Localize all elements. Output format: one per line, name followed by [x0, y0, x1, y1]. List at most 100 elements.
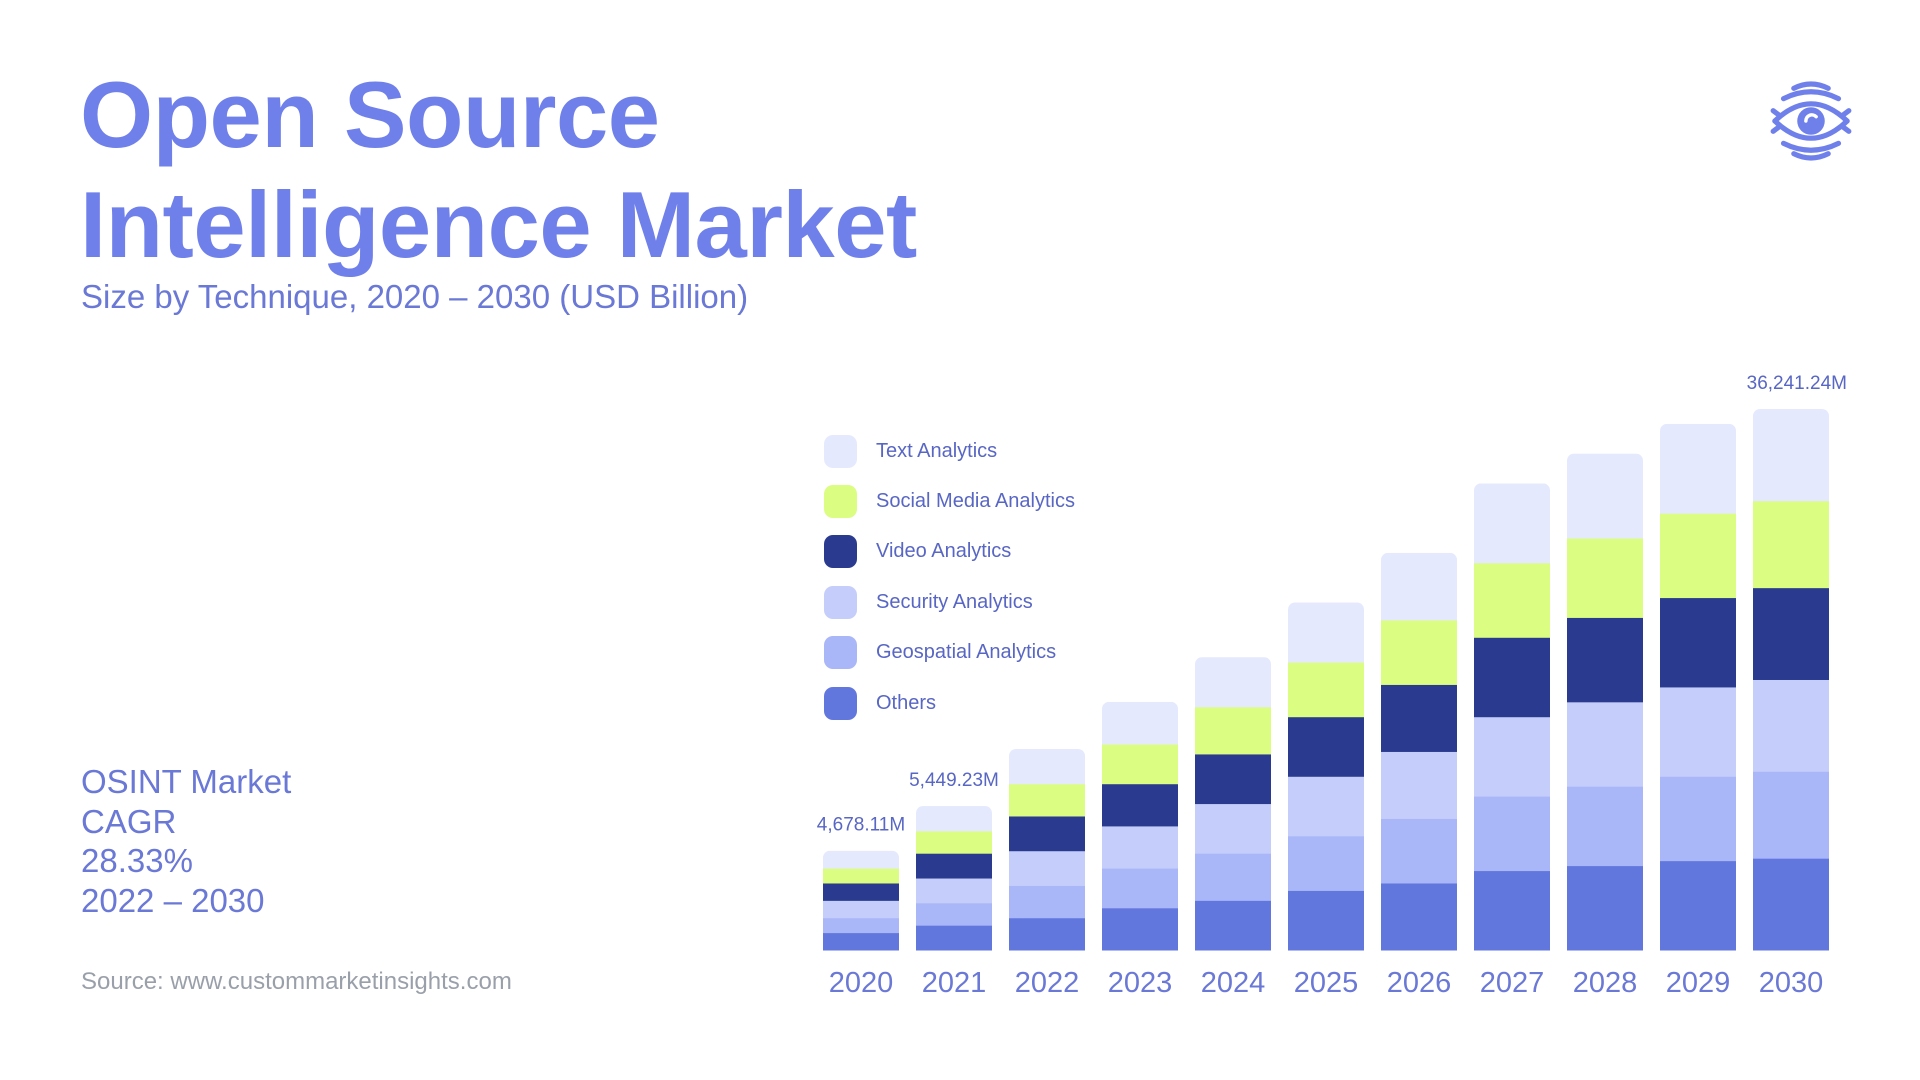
- bar-2026-text-analytics[interactable]: [1381, 552, 1457, 621]
- bar-2022-social-media-analytics[interactable]: [1009, 783, 1085, 817]
- bar-2030-social-media-analytics[interactable]: [1753, 500, 1829, 589]
- bar-2023-social-media-analytics[interactable]: [1102, 744, 1178, 785]
- bar-stack-2027: [1474, 483, 1550, 951]
- bar-2027-geospatial-analytics[interactable]: [1474, 796, 1550, 872]
- bar-2027-video-analytics[interactable]: [1474, 637, 1550, 718]
- bar-2028-security-analytics[interactable]: [1567, 701, 1643, 787]
- x-tick-label: 2023: [1108, 967, 1173, 999]
- x-tick-label: 2024: [1201, 967, 1266, 999]
- bar-2020-others[interactable]: [823, 932, 899, 951]
- bar-2028-geospatial-analytics[interactable]: [1567, 786, 1643, 867]
- bar-2023-others[interactable]: [1102, 907, 1178, 951]
- bar-2025-others[interactable]: [1288, 890, 1364, 951]
- bar-2024-security-analytics[interactable]: [1195, 803, 1271, 854]
- bar-2020-security-analytics[interactable]: [823, 900, 899, 919]
- bar-2024-geospatial-analytics[interactable]: [1195, 853, 1271, 901]
- bar-2022-video-analytics[interactable]: [1009, 815, 1085, 852]
- bar-stack-2022: [1009, 748, 1085, 951]
- bar-stack-2023: [1102, 701, 1178, 951]
- bar-2029-text-analytics[interactable]: [1660, 423, 1736, 514]
- bar-2027-others[interactable]: [1474, 870, 1550, 951]
- bar-2025-text-analytics[interactable]: [1288, 602, 1364, 663]
- cagr-value: 28.33%: [81, 842, 193, 879]
- bar-2022-geospatial-analytics[interactable]: [1009, 885, 1085, 919]
- bar-2021-video-analytics[interactable]: [916, 853, 992, 879]
- bar-2021-security-analytics[interactable]: [916, 878, 992, 904]
- x-tick-label: 2020: [829, 967, 894, 999]
- bar-2029-security-analytics[interactable]: [1660, 686, 1736, 777]
- bar-2028-text-analytics[interactable]: [1567, 453, 1643, 539]
- bar-2020-social-media-analytics[interactable]: [823, 868, 899, 884]
- bar-2029-social-media-analytics[interactable]: [1660, 513, 1736, 599]
- legend-item-geospatial-analytics[interactable]: Geospatial Analytics: [824, 628, 1075, 678]
- bar-2030-text-analytics[interactable]: [1753, 408, 1829, 502]
- bar-2026-geospatial-analytics[interactable]: [1381, 818, 1457, 884]
- data-label-2020: 4,678.11M: [817, 815, 905, 836]
- bar-2025-video-analytics[interactable]: [1288, 716, 1364, 777]
- bar-2026-security-analytics[interactable]: [1381, 751, 1457, 819]
- bar-2023-video-analytics[interactable]: [1102, 783, 1178, 827]
- bar-2030-video-analytics[interactable]: [1753, 587, 1829, 680]
- x-tick-label: 2030: [1759, 967, 1824, 999]
- title-line-1: Open Source: [80, 62, 660, 167]
- bar-2024-social-media-analytics[interactable]: [1195, 706, 1271, 755]
- bar-2025-geospatial-analytics[interactable]: [1288, 835, 1364, 891]
- cagr-period: 2022 – 2030: [81, 881, 265, 919]
- legend-label: Text Analytics: [876, 439, 998, 462]
- bar-2023-geospatial-analytics[interactable]: [1102, 868, 1178, 909]
- bar-2020-geospatial-analytics[interactable]: [823, 917, 899, 934]
- bar-2021-social-media-analytics[interactable]: [916, 830, 992, 854]
- bar-2027-social-media-analytics[interactable]: [1474, 562, 1550, 638]
- x-tick-label: 2028: [1573, 967, 1638, 999]
- bar-2029-video-analytics[interactable]: [1660, 597, 1736, 688]
- bar-2024-text-analytics[interactable]: [1195, 657, 1271, 708]
- bar-2025-social-media-analytics[interactable]: [1288, 662, 1364, 718]
- bar-2030-others[interactable]: [1753, 858, 1829, 951]
- legend-item-social-media-analytics[interactable]: Social Media Analytics: [824, 476, 1075, 526]
- legend-item-others[interactable]: Others: [824, 678, 1075, 728]
- data-label-2021: 5,449.23M: [909, 770, 999, 791]
- bar-stack-2021: [916, 806, 992, 951]
- bar-2026-social-media-analytics[interactable]: [1381, 619, 1457, 685]
- legend-item-text-analytics[interactable]: Text Analytics: [824, 426, 1075, 476]
- x-tick-label: 2027: [1480, 967, 1545, 999]
- bar-2022-text-analytics[interactable]: [1009, 748, 1085, 785]
- bar-2029-geospatial-analytics[interactable]: [1660, 776, 1736, 862]
- bar-stack-2026: [1381, 552, 1457, 951]
- bar-2020-text-analytics[interactable]: [823, 850, 899, 869]
- bar-stack-2024: [1195, 657, 1271, 951]
- legend-label: Geospatial Analytics: [876, 641, 1057, 664]
- bar-2030-security-analytics[interactable]: [1753, 679, 1829, 772]
- bar-2022-security-analytics[interactable]: [1009, 850, 1085, 886]
- bar-2027-text-analytics[interactable]: [1474, 483, 1550, 564]
- cagr-label: CAGR: [81, 802, 177, 840]
- page-title: Open Source Intelligence Market: [80, 60, 917, 280]
- bar-2029-others[interactable]: [1660, 860, 1736, 951]
- bar-2026-video-analytics[interactable]: [1381, 684, 1457, 752]
- bar-2028-others[interactable]: [1567, 865, 1643, 951]
- legend-swatch: [824, 636, 857, 670]
- bar-2028-video-analytics[interactable]: [1567, 617, 1643, 703]
- bar-2025-security-analytics[interactable]: [1288, 776, 1364, 837]
- bar-2021-others[interactable]: [916, 925, 992, 951]
- bar-stack-2025: [1288, 602, 1364, 951]
- source-citation: Source: www.custommarketinsights.com: [81, 968, 512, 995]
- bar-2021-text-analytics[interactable]: [916, 806, 992, 832]
- bar-2026-others[interactable]: [1381, 882, 1457, 951]
- bar-2023-security-analytics[interactable]: [1102, 825, 1178, 869]
- bar-2024-others[interactable]: [1195, 900, 1271, 951]
- bar-2022-others[interactable]: [1009, 917, 1085, 951]
- bar-2030-geospatial-analytics[interactable]: [1753, 771, 1829, 859]
- bar-2024-video-analytics[interactable]: [1195, 753, 1271, 805]
- bar-2023-text-analytics[interactable]: [1102, 701, 1178, 745]
- bar-2028-social-media-analytics[interactable]: [1567, 538, 1643, 618]
- legend-item-security-analytics[interactable]: Security Analytics: [824, 577, 1075, 627]
- bar-stack-2029: [1660, 423, 1736, 951]
- bar-2020-video-analytics[interactable]: [823, 882, 899, 901]
- title-line-2: Intelligence Market: [80, 172, 917, 277]
- chart-legend: Text Analytics Social Media Analytics Vi…: [824, 426, 1075, 728]
- legend-label: Security Analytics: [876, 590, 1033, 613]
- bar-2027-security-analytics[interactable]: [1474, 716, 1550, 797]
- bar-2021-geospatial-analytics[interactable]: [916, 902, 992, 926]
- legend-item-video-analytics[interactable]: Video Analytics: [824, 527, 1075, 577]
